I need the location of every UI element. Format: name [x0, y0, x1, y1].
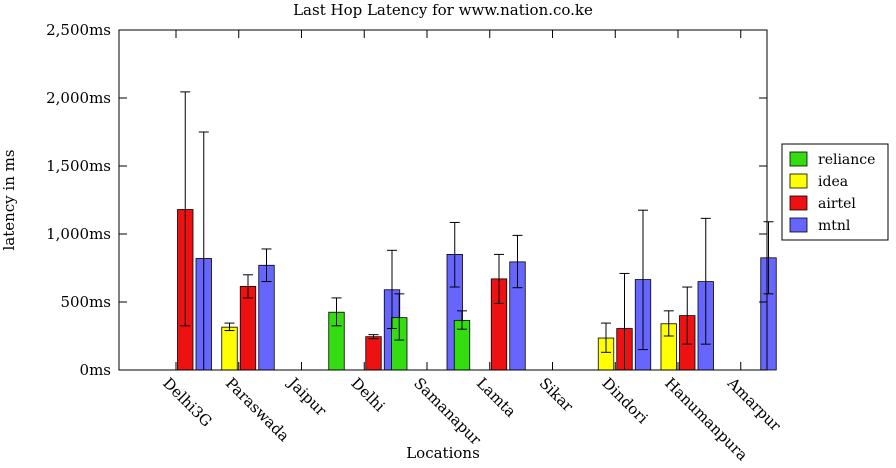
x-axis-label: Locations — [406, 444, 480, 462]
y-axis: 0ms 500ms 1,000ms 1,500ms 2,000ms 2,500ms — [46, 21, 767, 379]
x-tick-label: Amarpur — [723, 373, 785, 435]
bar-airtel — [365, 336, 382, 371]
bars-layer — [177, 209, 777, 371]
legend-label-mtnl: mtnl — [818, 218, 851, 234]
legend: reliance idea airtel mtnl — [781, 143, 889, 241]
legend-swatch-mtnl — [789, 217, 808, 233]
y-tick-label: 1,500ms — [46, 157, 111, 175]
y-axis-label: latency in ms — [0, 149, 18, 250]
bar-idea — [221, 326, 238, 371]
y-tick-label: 500ms — [60, 293, 111, 311]
x-tick-label: Sikar — [536, 374, 578, 416]
y-tick-label: 1,000ms — [46, 225, 111, 243]
legend-label-airtel: airtel — [818, 196, 856, 212]
error-bars-layer — [180, 91, 774, 371]
x-tick-label: Dindori — [598, 374, 651, 427]
legend-swatch-reliance — [789, 151, 808, 167]
legend-label-idea: idea — [818, 174, 848, 190]
y-tick-label: 0ms — [80, 361, 111, 379]
x-tick-label: Lamta — [473, 374, 520, 421]
x-tick-label: Delhi — [347, 374, 388, 415]
legend-label-reliance: reliance — [818, 152, 875, 168]
x-tick-label: Jaipur — [283, 373, 330, 420]
chart-title: Last Hop Latency for www.nation.co.ke — [293, 1, 593, 19]
x-tick-label: Paraswada — [222, 374, 293, 445]
legend-swatch-airtel — [789, 195, 808, 211]
plot-frame — [118, 29, 768, 371]
x-tick-label: Delhi3G — [159, 374, 215, 430]
y-tick-label: 2,500ms — [46, 21, 111, 39]
legend-swatch-idea — [789, 173, 808, 189]
y-tick-label: 2,000ms — [46, 89, 111, 107]
bar-airtel — [239, 285, 257, 371]
